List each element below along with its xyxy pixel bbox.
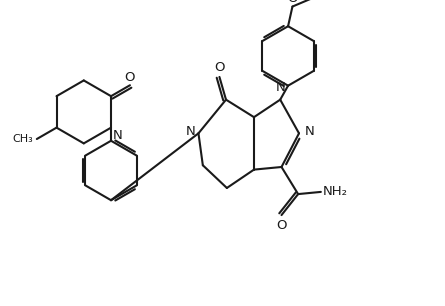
- Text: O: O: [276, 219, 287, 233]
- Text: N: N: [186, 125, 196, 138]
- Text: CH₃: CH₃: [12, 134, 33, 144]
- Text: O: O: [125, 71, 135, 84]
- Text: NH₂: NH₂: [323, 185, 348, 198]
- Text: O: O: [214, 61, 225, 74]
- Text: N: N: [113, 129, 122, 142]
- Text: CH₃: CH₃: [317, 0, 339, 3]
- Text: O: O: [287, 0, 298, 5]
- Text: N: N: [305, 125, 315, 138]
- Text: N: N: [276, 81, 286, 95]
